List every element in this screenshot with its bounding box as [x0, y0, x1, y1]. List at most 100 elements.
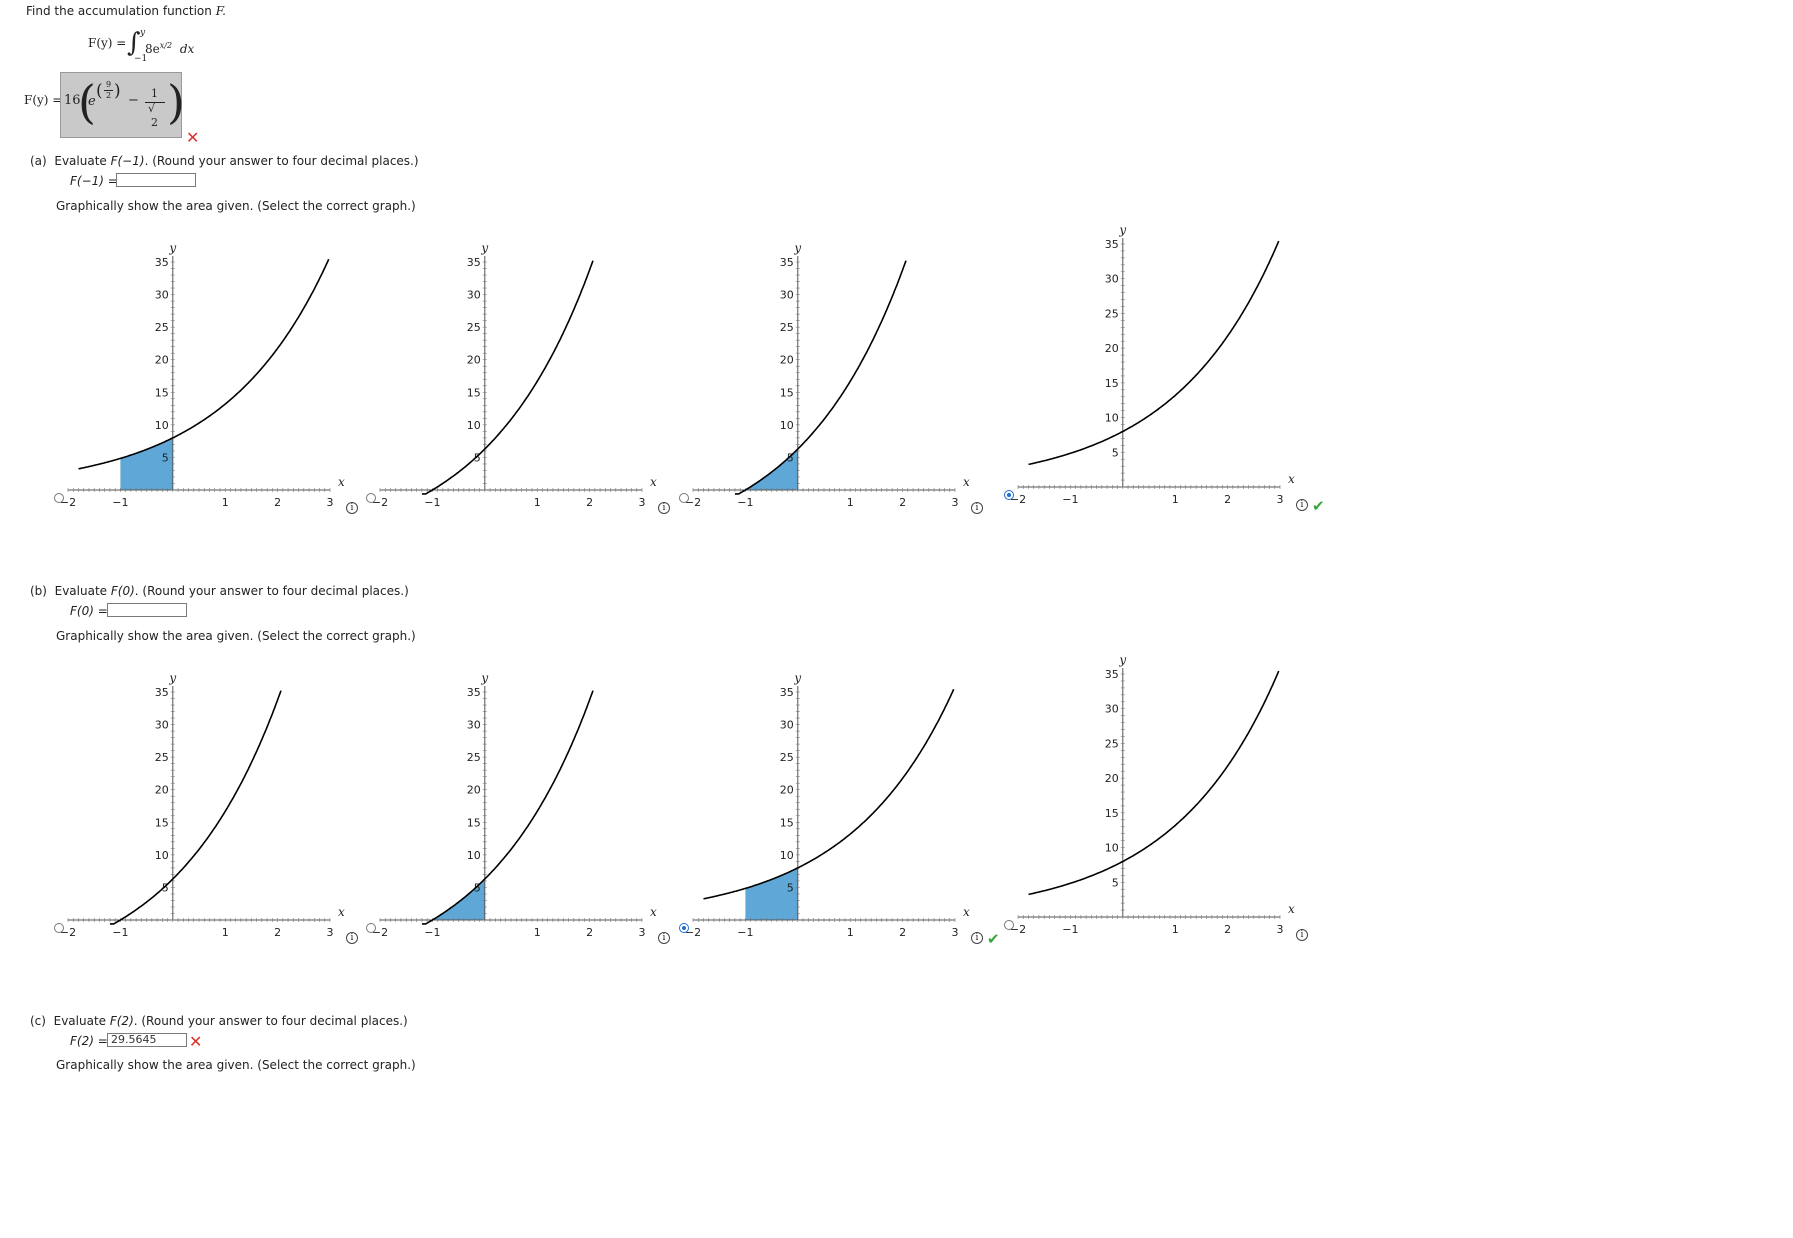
part-a-suffix: . (Round your answer to four decimal pla… — [144, 154, 419, 168]
y-tick-label: 35 — [155, 686, 169, 699]
shaded-area — [745, 867, 798, 920]
answer-coefficient: 16 — [64, 93, 81, 108]
prompt-text: Find the accumulation function — [26, 4, 216, 18]
sqrt-sign: √ — [148, 102, 156, 115]
part-c-suffix: . (Round your answer to four decimal pla… — [133, 1014, 408, 1028]
y-axis-label: y — [793, 241, 801, 255]
x-axis-label: x — [963, 905, 970, 919]
x-tick-label: 3 — [1277, 493, 1284, 506]
integrand-dx: dx — [179, 42, 195, 56]
y-tick-label: 5 — [162, 881, 169, 894]
y-tick-label: 35 — [467, 686, 481, 699]
y-axis-label: y — [480, 671, 488, 685]
integral-lower-limit: −1 — [134, 54, 148, 64]
x-axis-label: x — [338, 905, 345, 919]
part-c-x-mark-icon: ✕ — [189, 1032, 203, 1051]
part-c-field-label: F(2) = — [70, 1034, 108, 1048]
frac-bar — [145, 102, 165, 103]
x-tick-label: −2 — [1010, 493, 1026, 506]
part-b-question: (b) Evaluate F(0). (Round your answer to… — [30, 584, 409, 598]
function-curve — [703, 688, 955, 900]
y-tick-label: 35 — [780, 686, 794, 699]
integrand-exponent: x/2 — [159, 41, 173, 50]
y-tick-label: 10 — [1105, 412, 1119, 425]
y-tick-label: 10 — [467, 849, 481, 862]
checkmark-icon: ✔ — [987, 930, 1000, 948]
radio-a-option-3[interactable] — [679, 493, 689, 503]
y-tick-label: 30 — [780, 719, 794, 732]
y-tick-label: 15 — [467, 816, 481, 829]
integral-upper-limit: y — [140, 28, 146, 38]
x-tick-label: 3 — [639, 496, 646, 509]
answer-e: e — [88, 94, 96, 109]
part-b-field-label: F(0) = — [70, 604, 108, 618]
info-icon[interactable]: i — [658, 502, 670, 514]
x-tick-label: −2 — [685, 926, 701, 939]
x-tick-label: −1 — [737, 496, 753, 509]
y-tick-label: 35 — [467, 256, 481, 269]
function-curve — [421, 690, 594, 925]
x-tick-label: 1 — [222, 926, 229, 939]
radio-b-option-3[interactable] — [679, 923, 689, 933]
function-curve — [78, 258, 330, 470]
x-tick-label: −2 — [372, 926, 388, 939]
x-tick-label: 3 — [952, 496, 959, 509]
info-icon[interactable]: i — [346, 932, 358, 944]
info-icon[interactable]: i — [971, 502, 983, 514]
radio-a-option-2[interactable] — [366, 493, 376, 503]
radio-a-option-1[interactable] — [54, 493, 64, 503]
y-tick-label: 20 — [467, 784, 481, 797]
y-tick-label: 5 — [1112, 876, 1119, 889]
y-tick-label: 15 — [1105, 377, 1119, 390]
x-tick-label: −1 — [424, 926, 440, 939]
y-axis-label: y — [1118, 653, 1126, 667]
x-tick-label: −2 — [372, 496, 388, 509]
part-a-prefix: Evaluate — [54, 154, 111, 168]
x-tick-label: 2 — [1224, 493, 1231, 506]
integral-sign: ∫ — [127, 28, 141, 58]
info-icon[interactable]: i — [346, 502, 358, 514]
y-tick-label: 20 — [780, 784, 794, 797]
x-tick-label: 1 — [534, 496, 541, 509]
radio-b-option-2[interactable] — [366, 923, 376, 933]
frac-denominator: 2 — [151, 116, 158, 129]
x-tick-label: 2 — [586, 926, 593, 939]
y-tick-label: 25 — [780, 321, 794, 334]
y-tick-label: 20 — [467, 354, 481, 367]
y-tick-label: 35 — [1105, 668, 1119, 681]
info-icon[interactable]: i — [971, 932, 983, 944]
x-tick-label: 1 — [1172, 923, 1179, 936]
y-tick-label: 30 — [780, 289, 794, 302]
integrand: 8ex/2 dx — [145, 41, 194, 56]
x-axis-label: x — [963, 475, 970, 489]
part-c-question: (c) Evaluate F(2). (Round your answer to… — [30, 1014, 408, 1028]
radio-b-option-1[interactable] — [54, 923, 64, 933]
y-tick-label: 30 — [155, 289, 169, 302]
y-tick-label: 10 — [155, 419, 169, 432]
x-axis-label: x — [1288, 902, 1295, 916]
y-tick-label: 10 — [155, 849, 169, 862]
y-tick-label: 5 — [787, 881, 794, 894]
answer-expression-box[interactable]: 16 ( e ( 9 2 ) − 1 √ 2 ) — [60, 72, 185, 138]
info-icon[interactable]: i — [658, 932, 670, 944]
y-axis-label: y — [480, 241, 488, 255]
radio-a-option-4[interactable] — [1004, 490, 1014, 500]
y-tick-label: 5 — [162, 451, 169, 464]
info-icon[interactable]: i — [1296, 929, 1308, 941]
y-tick-label: 30 — [155, 719, 169, 732]
part-a-field-label: F(−1) = — [70, 174, 118, 188]
info-icon[interactable]: i — [1296, 499, 1308, 511]
part-c-answer-input[interactable]: 29.5645 — [107, 1033, 187, 1047]
x-tick-label: 2 — [274, 496, 281, 509]
radio-b-option-4[interactable] — [1004, 920, 1014, 930]
x-tick-label: −1 — [1062, 493, 1078, 506]
prompt-var: F. — [215, 4, 226, 18]
part-b-answer-input[interactable] — [107, 603, 187, 617]
y-tick-label: 30 — [1105, 703, 1119, 716]
part-a-answer-input[interactable] — [116, 173, 196, 187]
x-tick-label: 3 — [639, 926, 646, 939]
y-tick-label: 20 — [780, 354, 794, 367]
x-tick-label: 1 — [1172, 493, 1179, 506]
